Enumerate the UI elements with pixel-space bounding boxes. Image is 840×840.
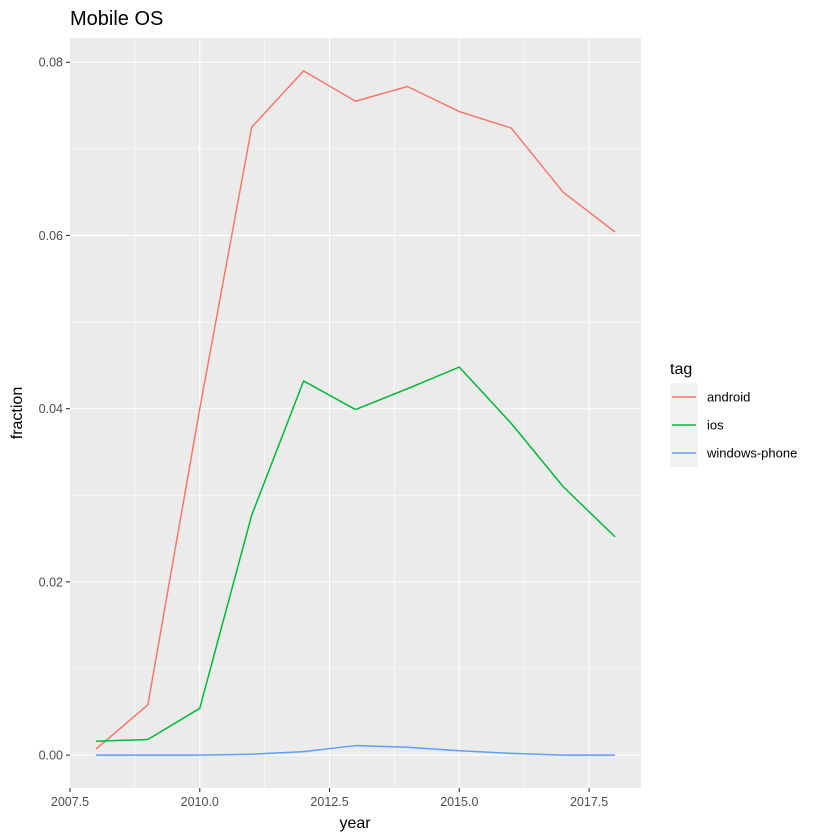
legend-label-android: android	[707, 390, 750, 405]
x-tick-label: 2012.5	[310, 795, 348, 809]
y-axis-title: fraction	[9, 387, 26, 439]
x-tick-label: 2017.5	[570, 795, 608, 809]
x-axis: 2007.5 2010.0 2012.5 2015.0 2017.5	[51, 788, 608, 809]
y-tick-label: 0.04	[39, 402, 63, 416]
y-tick-label: 0.02	[39, 575, 63, 589]
legend-label-ios: ios	[707, 418, 724, 433]
legend-title: tag	[670, 361, 692, 378]
x-tick-label: 2007.5	[51, 795, 89, 809]
series-line-android	[95, 70, 616, 750]
x-tick-label: 2010.0	[181, 795, 219, 809]
legend-label-windows-phone: windows-phone	[706, 446, 797, 461]
series-lines	[95, 70, 616, 756]
x-tick-label: 2015.0	[440, 795, 478, 809]
series-line-windows-phone	[95, 744, 616, 756]
series-line-ios	[95, 366, 616, 742]
chart-title: Mobile OS	[70, 8, 163, 30]
grid-minor	[70, 38, 641, 788]
legend: tag android ios windows-phone	[670, 361, 797, 467]
plot-panel	[70, 38, 641, 788]
y-tick-label: 0.08	[39, 56, 63, 70]
x-axis-title: year	[339, 815, 371, 832]
y-tick-label: 0.06	[39, 229, 63, 243]
y-axis: 0.00 0.02 0.04 0.06 0.08	[39, 56, 70, 763]
y-tick-label: 0.00	[39, 749, 63, 763]
